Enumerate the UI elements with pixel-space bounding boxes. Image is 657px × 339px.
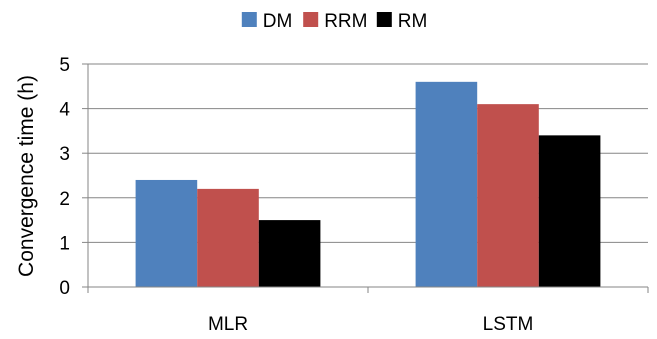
legend-item-dm: DM: [241, 11, 293, 32]
y-tick-label: 5: [59, 55, 70, 76]
y-axis-title: Convergence time (h): [15, 75, 38, 277]
legend: DM RRM RM: [241, 11, 428, 32]
bar-rrm-lstm: [477, 104, 539, 287]
y-tick-label: 0: [59, 278, 70, 299]
bars: [135, 81, 601, 287]
bar-dm-mlr: [135, 179, 198, 287]
x-category-label: MLR: [208, 314, 248, 335]
y-tick-label: 1: [59, 233, 70, 254]
y-tick-labels: 0 1 2 3 4 5: [59, 55, 70, 299]
legend-swatch: [241, 12, 257, 27]
legend-swatch: [376, 12, 392, 27]
bar-rrm-mlr: [197, 188, 259, 287]
legend-label: RM: [398, 11, 428, 32]
bar-dm-lstm: [415, 81, 478, 287]
bar-rm-mlr: [258, 220, 321, 287]
legend-item-rm: RM: [376, 11, 428, 32]
x-category-labels: MLR LSTM: [208, 314, 533, 335]
bar-rm-lstm: [538, 135, 601, 287]
legend-label: DM: [263, 11, 293, 32]
x-category-label: LSTM: [483, 314, 534, 335]
y-tick-label: 4: [59, 100, 70, 121]
legend-swatch: [303, 12, 319, 27]
y-tick-label: 3: [59, 144, 70, 165]
y-tick-label: 2: [59, 189, 70, 210]
legend-item-rrm: RRM: [303, 11, 367, 32]
legend-label: RRM: [324, 11, 367, 32]
axes: [82, 63, 649, 293]
